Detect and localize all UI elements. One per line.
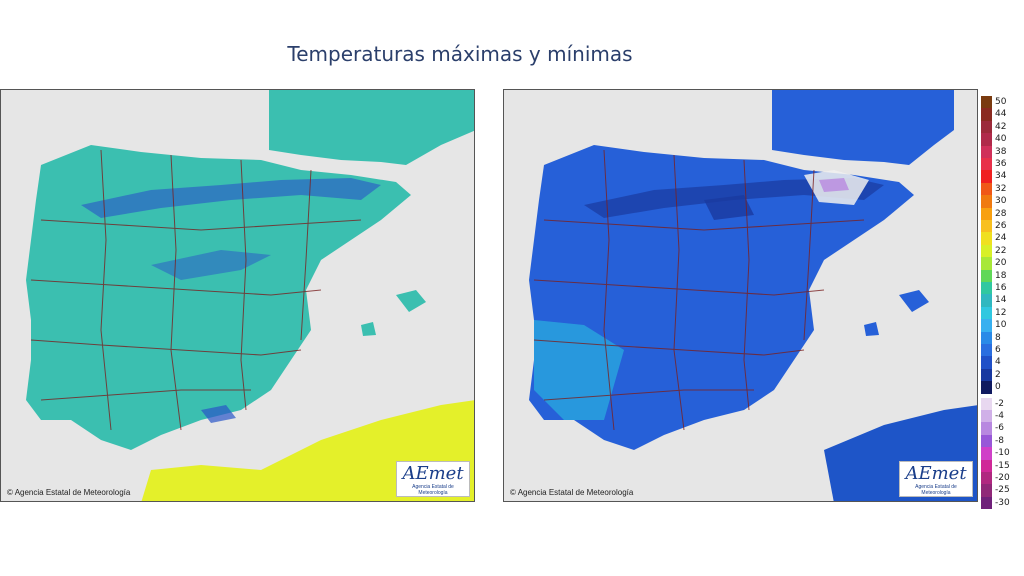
legend-swatch xyxy=(981,120,992,134)
legend-swatch xyxy=(981,410,992,423)
aemet-logo-text: AEmet xyxy=(402,463,464,484)
legend-label: 0 xyxy=(995,382,1001,393)
aemet-logo-subtitle: Agencia Estatal de Meteorología xyxy=(915,484,957,496)
legend-swatch xyxy=(981,422,992,435)
legend-label: 2 xyxy=(995,369,1001,380)
balearic-islands xyxy=(864,290,929,336)
legend-swatch xyxy=(981,344,992,357)
min-temperature-map: © Agencia Estatal de Meteorología AEmet … xyxy=(503,89,978,502)
max-map-credit-text: Agencia Estatal de Meteorología xyxy=(14,488,131,497)
legend-label: 24 xyxy=(995,233,1007,244)
max-map-credit: © Agencia Estatal de Meteorología xyxy=(7,488,131,497)
legend-swatch xyxy=(981,207,992,220)
aemet-logo: AEmet Agencia Estatal de Meteorología xyxy=(396,461,470,497)
legend-label: 38 xyxy=(995,146,1007,157)
legend-label: -15 xyxy=(995,460,1010,471)
legend-swatch xyxy=(981,195,992,208)
legend-swatch xyxy=(981,397,992,410)
legend-swatch xyxy=(981,257,992,270)
iberia-land xyxy=(26,145,411,450)
legend-label: 10 xyxy=(995,320,1007,331)
legend-swatch xyxy=(981,158,992,171)
legend-swatch xyxy=(981,170,992,183)
legend-label: -25 xyxy=(995,485,1010,496)
legend-label: 14 xyxy=(995,295,1007,306)
africa-land xyxy=(141,400,474,501)
legend-label: 26 xyxy=(995,221,1007,231)
legend-swatch xyxy=(981,356,992,369)
legend-label: -10 xyxy=(995,448,1010,459)
legend-label: 30 xyxy=(995,196,1007,207)
min-map-credit: © Agencia Estatal de Meteorología xyxy=(510,488,634,497)
legend-label: 8 xyxy=(995,332,1001,343)
legend-swatch xyxy=(981,447,992,460)
legend-label: 12 xyxy=(995,307,1007,318)
aemet-logo: AEmet Agencia Estatal de Meteorología xyxy=(899,461,973,497)
france-land xyxy=(269,90,474,165)
legend-label: 16 xyxy=(995,283,1007,293)
min-map-credit-text: Agencia Estatal de Meteorología xyxy=(517,488,634,497)
balearic-islands xyxy=(361,290,426,336)
aemet-logo-text: AEmet xyxy=(905,463,967,484)
legend-swatch xyxy=(981,306,992,320)
legend-swatch xyxy=(981,269,992,282)
legend-swatch xyxy=(981,331,992,344)
legend-swatch xyxy=(981,182,992,196)
legend-label: 40 xyxy=(995,134,1007,145)
legend-label: -8 xyxy=(995,435,1004,446)
legend-label: -4 xyxy=(995,411,1004,421)
iberia-land xyxy=(529,145,914,450)
legend-label: 36 xyxy=(995,159,1007,169)
legend-swatch xyxy=(981,434,992,448)
min-map-graphic xyxy=(504,90,977,501)
legend-label: 42 xyxy=(995,121,1007,132)
legend-label: 18 xyxy=(995,270,1007,281)
legend-label: 44 xyxy=(995,109,1007,120)
legend-swatch xyxy=(981,459,992,472)
legend-label: 4 xyxy=(995,357,1001,368)
legend-label: 50 xyxy=(995,97,1007,107)
max-map-graphic xyxy=(1,90,474,501)
legend-label: -2 xyxy=(995,398,1004,409)
legend-label: -20 xyxy=(995,473,1010,483)
legend-swatch xyxy=(981,368,992,382)
legend-swatch xyxy=(981,496,992,510)
max-temperature-map: © Agencia Estatal de Meteorología AEmet … xyxy=(0,89,475,502)
legend-label: 6 xyxy=(995,345,1001,355)
page-title: Temperaturas máximas y mínimas xyxy=(287,42,633,66)
legend-label: -6 xyxy=(995,423,1004,434)
legend-swatch xyxy=(981,294,992,307)
legend-swatch xyxy=(981,96,992,109)
legend-label: -30 xyxy=(995,497,1010,508)
legend-swatch xyxy=(981,319,992,332)
legend-swatch xyxy=(981,472,992,485)
legend-swatch xyxy=(981,232,992,245)
legend-swatch xyxy=(981,133,992,146)
france-land xyxy=(772,90,954,165)
temperature-legend: 50 44 42 40 38 36 34 32 30 28 26 24 22 20 18 16 14 12 10 8 6… xyxy=(981,96,1023,510)
legend-label: 20 xyxy=(995,258,1007,269)
legend-swatch xyxy=(981,244,992,258)
legend-label: 22 xyxy=(995,245,1007,256)
legend-swatch xyxy=(981,484,992,497)
legend-swatch xyxy=(981,220,992,233)
legend-swatch xyxy=(981,381,992,394)
legend-swatch xyxy=(981,282,992,295)
legend-label: 28 xyxy=(995,208,1007,219)
legend-label: 34 xyxy=(995,171,1007,182)
legend-label: 32 xyxy=(995,183,1007,194)
legend-swatch xyxy=(981,108,992,121)
aemet-logo-subtitle: Agencia Estatal de Meteorología xyxy=(412,484,454,496)
legend-swatch xyxy=(981,145,992,158)
